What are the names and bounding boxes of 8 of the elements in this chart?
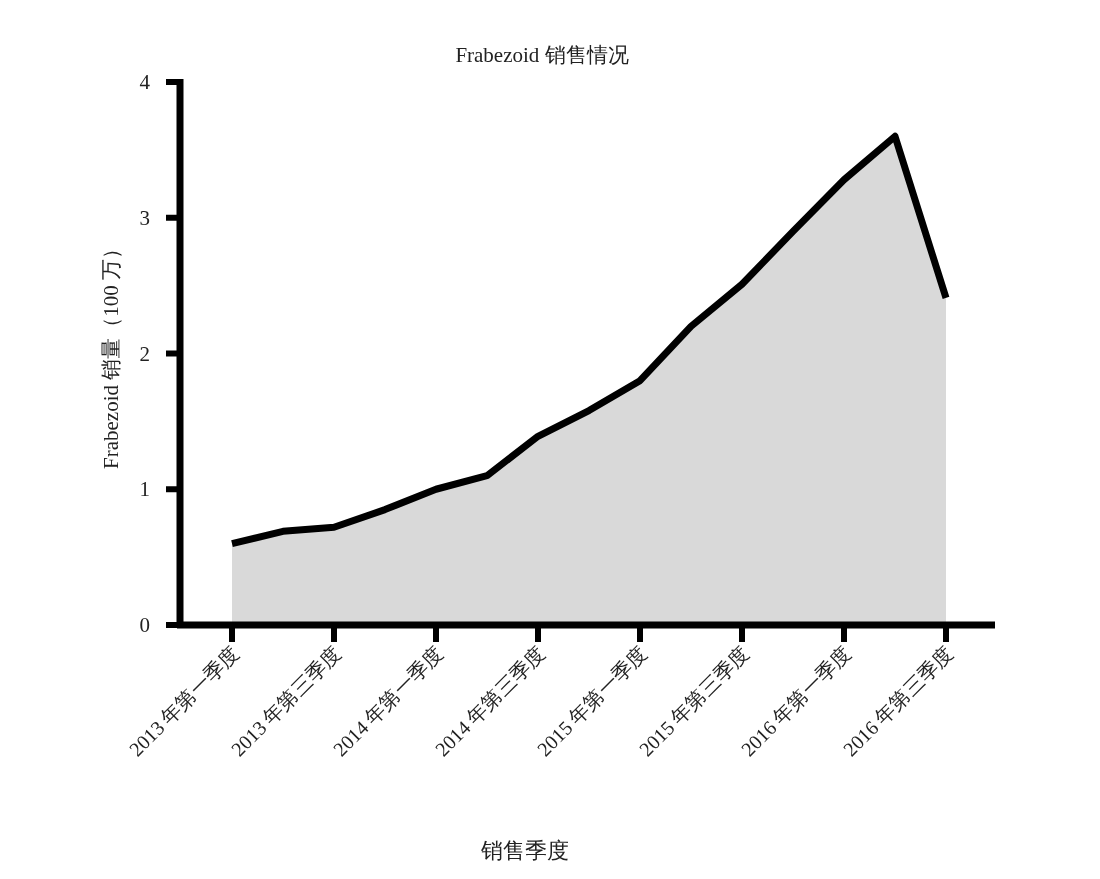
y-tick-label: 3 <box>139 205 150 230</box>
y-axis-title: Frabezoid 销量（100 万） <box>99 238 123 469</box>
x-axis-title: 销售季度 <box>480 838 569 863</box>
y-tick-label: 0 <box>139 613 150 637</box>
chart-title: Frabezoid 销售情况 <box>455 43 629 67</box>
y-tick-label: 1 <box>139 477 150 502</box>
y-tick-label: 2 <box>139 341 150 366</box>
y-tick-label: 4 <box>139 70 151 94</box>
